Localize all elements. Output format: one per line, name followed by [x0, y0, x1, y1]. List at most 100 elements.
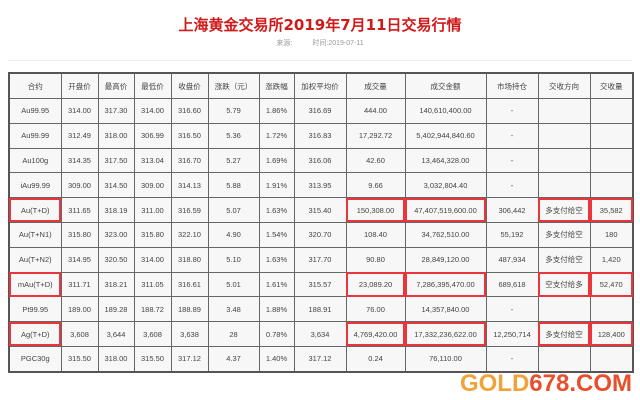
- column-header: 交收量: [589, 72, 634, 99]
- table-cell: 55,192: [485, 221, 539, 248]
- table-cell: -: [485, 345, 539, 373]
- table-cell: 12,250,714: [485, 321, 539, 347]
- table-cell: 3,608: [133, 321, 172, 347]
- table-cell: 318.00: [97, 122, 135, 149]
- table-cell: 14,357,840.00: [404, 296, 487, 323]
- table-cell: [537, 98, 591, 124]
- table-cell: [537, 345, 591, 373]
- table-cell: [589, 122, 634, 149]
- column-header: 涨跌幅: [258, 72, 295, 99]
- table-cell: 309.00: [60, 172, 99, 199]
- table-cell: 5.36: [207, 122, 260, 149]
- table-cell: 9.66: [345, 172, 406, 199]
- table-row: mAu(T+D) 311.71 318.21 311.05 316.61 5.01 1.61…: [8, 271, 634, 298]
- table-cell: 0.78%: [258, 321, 295, 347]
- table-cell: 311.65: [60, 197, 99, 223]
- table-cell: 316.60: [170, 98, 209, 124]
- table-cell: PGC30g: [8, 345, 62, 373]
- table-cell: 多支付给空: [537, 321, 591, 347]
- table-cell: 3,638: [170, 321, 209, 347]
- column-header: 交收方向: [537, 72, 591, 99]
- table-cell: 150,308.00: [345, 197, 406, 223]
- divider: [8, 60, 632, 61]
- table-cell: 28,849,120.00: [404, 246, 487, 273]
- table-cell: 317.30: [97, 98, 135, 124]
- table-cell: 188.72: [133, 296, 172, 323]
- watermark-part2: 678.COM: [529, 370, 632, 397]
- table-cell: 多支付给空: [537, 221, 591, 248]
- table-cell: 318.80: [170, 246, 209, 273]
- table-cell: 314.50: [97, 172, 135, 199]
- article-meta: 来源: 时间:2019-07-11: [0, 38, 640, 48]
- table-cell: 76,110.00: [404, 345, 487, 373]
- table-cell: 188.91: [293, 296, 347, 323]
- table-cell: Au100g: [8, 147, 62, 174]
- table-cell: 1.63%: [258, 246, 295, 273]
- table-cell: 1.72%: [258, 122, 295, 149]
- table-cell: 空支付给多: [537, 271, 591, 298]
- table-cell: 1,420: [589, 246, 634, 273]
- table-row: Au(T+D) 311.65 318.19 311.00 316.59 5.07 1.63%…: [8, 197, 634, 223]
- table-row: Pt99.95 189.00 189.28 188.72 188.89 3.48 1.88%…: [8, 296, 634, 323]
- table-cell: [589, 147, 634, 174]
- table-cell: 323.00: [97, 221, 135, 248]
- source-label: 来源:: [276, 40, 293, 47]
- table-cell: 5.88: [207, 172, 260, 199]
- table-cell: 311.00: [133, 197, 172, 223]
- table-row: Au100g 314.35 317.50 313.04 316.70 5.27 1.69% 3…: [8, 147, 634, 174]
- table-header-row: 合约 开盘价 最高价 最低价 收盘价 涨跌（元） 涨跌幅 加权平均价 成交量 成交金额 市场持仓 交收…: [8, 72, 634, 99]
- table-cell: 189.28: [97, 296, 135, 323]
- trading-table: 合约 开盘价 最高价 最低价 收盘价 涨跌（元） 涨跌幅 加权平均价 成交量 成交金额 市场持仓 交收…: [8, 72, 634, 373]
- table-row: iAu99.99 309.00 314.50 309.00 314.13 5.88 1.91…: [8, 172, 634, 199]
- table-cell: 28: [207, 321, 260, 347]
- column-header: 合约: [8, 72, 62, 99]
- table-cell: -: [485, 122, 539, 149]
- table-cell: 309.00: [133, 172, 172, 199]
- table-cell: 689,618: [485, 271, 539, 298]
- table-cell: 多支付给空: [537, 197, 591, 223]
- table-cell: 多支付给空: [537, 246, 591, 273]
- table-cell: 5.79: [207, 98, 260, 124]
- table-cell: 3,608: [60, 321, 99, 347]
- table-cell: 5.10: [207, 246, 260, 273]
- table-cell: 42.60: [345, 147, 406, 174]
- table-cell: 17,292.72: [345, 122, 406, 149]
- table-cell: 4.37: [207, 345, 260, 373]
- table-cell: 317.12: [293, 345, 347, 373]
- table-cell: 318.21: [97, 271, 135, 298]
- table-cell: 311.71: [60, 271, 99, 298]
- table-cell: 444.00: [345, 98, 406, 124]
- page-title: 上海黄金交易所2019年7月11日交易行情: [178, 16, 462, 34]
- table-cell: 1.88%: [258, 296, 295, 323]
- table-cell: 315.80: [60, 221, 99, 248]
- table-cell: 316.61: [170, 271, 209, 298]
- table-cell: 312.49: [60, 122, 99, 149]
- table-cell: 47,407,519,600.00: [404, 197, 487, 223]
- table-cell: 487,934: [485, 246, 539, 273]
- table-cell: 0.24: [345, 345, 406, 373]
- table-cell: Ag(T+D): [8, 321, 62, 347]
- table-cell: 5.07: [207, 197, 260, 223]
- table-cell: 108.40: [345, 221, 406, 248]
- table-row: PGC30g 315.50 318.00 315.50 317.12 4.37 1.40% 3…: [8, 345, 634, 373]
- column-header: 最高价: [97, 72, 135, 99]
- column-header: 涨跌（元）: [207, 72, 260, 99]
- time-label: 时间:2019-07-11: [312, 40, 364, 47]
- table-cell: 316.59: [170, 197, 209, 223]
- table-cell: 306.99: [133, 122, 172, 149]
- table-cell: 315.50: [60, 345, 99, 373]
- table-cell: 189.00: [60, 296, 99, 323]
- table-cell: 316.06: [293, 147, 347, 174]
- table-cell: 140,610,400.00: [404, 98, 487, 124]
- table-cell: 316.70: [170, 147, 209, 174]
- table-row: Ag(T+D) 3,608 3,644 3,608 3,638 28 0.78% 3,634 4…: [8, 321, 634, 347]
- table-cell: 90.80: [345, 246, 406, 273]
- table-cell: 4.90: [207, 221, 260, 248]
- table-cell: 315.50: [133, 345, 172, 373]
- table-cell: 5.27: [207, 147, 260, 174]
- table-cell: 318.19: [97, 197, 135, 223]
- table-cell: [537, 122, 591, 149]
- table-cell: 128,400: [589, 321, 634, 347]
- table-cell: 314.35: [60, 147, 99, 174]
- table-cell: [589, 98, 634, 124]
